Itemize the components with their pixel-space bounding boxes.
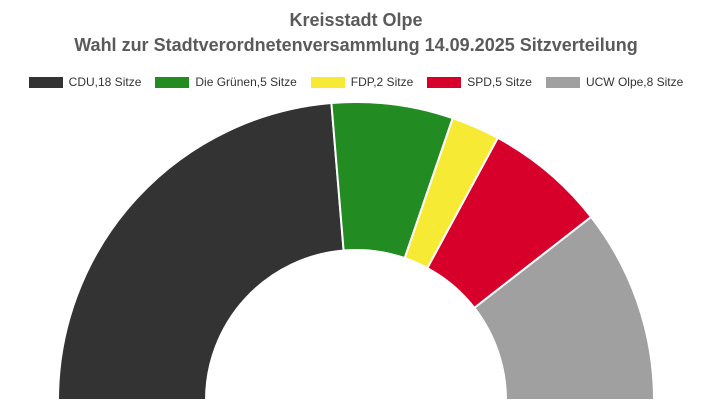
- legend-label: Die Grünen,5 Sitze: [195, 75, 297, 89]
- legend-swatch: [155, 76, 190, 88]
- legend-label: CDU,18 Sitze: [68, 75, 142, 89]
- chart-title: Kreisstadt Olpe: [289, 10, 423, 30]
- legend-label: SPD,5 Sitze: [467, 75, 532, 89]
- legend-item[interactable]: SPD,5 Sitze: [427, 75, 532, 89]
- legend-swatch: [310, 76, 345, 88]
- legend-item[interactable]: UCW Olpe,8 Sitze: [545, 75, 684, 89]
- legend-item[interactable]: FDP,2 Sitze: [310, 75, 414, 89]
- legend-label: FDP,2 Sitze: [350, 75, 414, 89]
- seat-segment[interactable]: [56, 101, 345, 400]
- chart-subtitle: Wahl zur Stadtverordnetenversammlung 14.…: [74, 35, 638, 55]
- legend-item[interactable]: Die Grünen,5 Sitze: [155, 75, 297, 89]
- legend-swatch: [545, 76, 580, 88]
- legend-item[interactable]: CDU,18 Sitze: [28, 75, 142, 89]
- legend-swatch: [28, 76, 63, 88]
- chart-title-block: Kreisstadt Olpe Wahl zur Stadtverordnete…: [0, 8, 712, 58]
- chart-legend: CDU,18 Sitze Die Grünen,5 Sitze FDP,2 Sitz…: [0, 75, 712, 89]
- legend-label: UCW Olpe,8 Sitze: [585, 75, 684, 89]
- legend-swatch: [427, 76, 462, 88]
